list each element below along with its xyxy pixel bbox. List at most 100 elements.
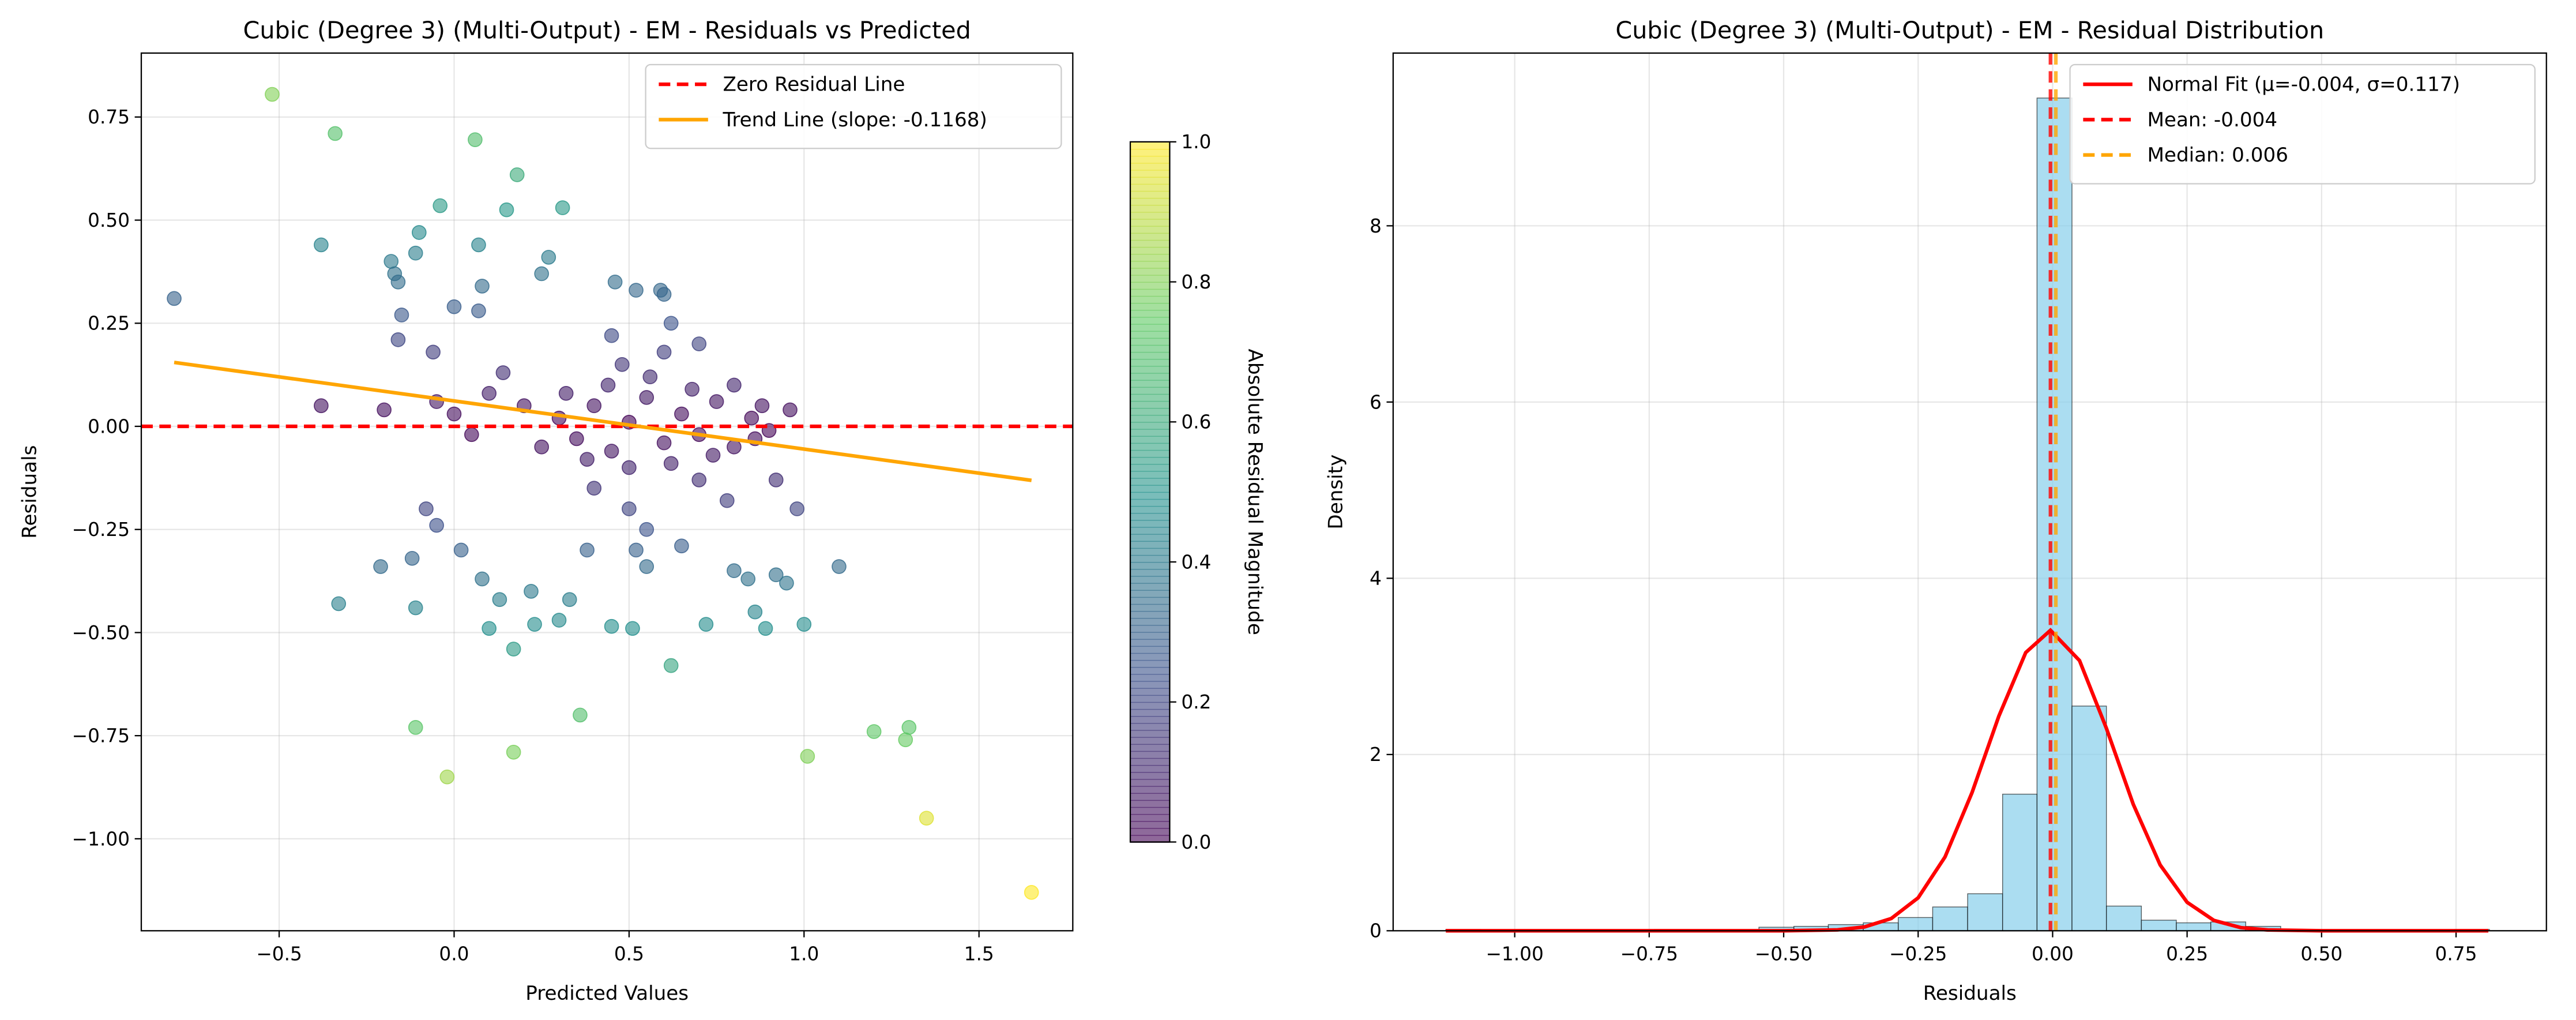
point xyxy=(642,369,658,385)
point xyxy=(482,621,497,636)
plot-area xyxy=(141,53,1073,931)
y-tick-label: −0.50 xyxy=(72,622,130,644)
colorbar-swatch xyxy=(1130,800,1170,808)
legend-label: Normal Fit (μ=-0.004, σ=0.117) xyxy=(2147,73,2460,96)
point xyxy=(629,283,644,298)
point xyxy=(419,501,434,516)
point xyxy=(789,501,804,516)
colorbar-swatch xyxy=(1130,688,1170,696)
colorbar-swatch xyxy=(1130,331,1170,339)
point xyxy=(768,567,784,583)
colorbar-swatch xyxy=(1130,317,1170,325)
point xyxy=(727,377,742,393)
colorbar-swatch xyxy=(1130,344,1170,353)
y-tick-label: 0.00 xyxy=(88,415,130,437)
point xyxy=(740,571,756,587)
point xyxy=(471,237,486,253)
y-axis-label: Residuals xyxy=(18,445,42,539)
colorbar-swatch xyxy=(1130,351,1170,360)
colorbar-swatch xyxy=(1130,478,1170,486)
x-tick-label: −0.5 xyxy=(256,943,302,965)
point xyxy=(331,596,347,612)
x-tick-label: −1.00 xyxy=(1486,943,1543,965)
colorbar-swatch xyxy=(1130,652,1170,661)
point xyxy=(768,472,784,487)
colorbar-swatch xyxy=(1130,610,1170,619)
colorbar-swatch xyxy=(1130,337,1170,346)
colorbar-swatch xyxy=(1130,764,1170,773)
point xyxy=(586,398,602,414)
point xyxy=(555,200,570,215)
colorbar-swatch xyxy=(1130,541,1170,549)
colorbar-swatch xyxy=(1130,786,1170,794)
point xyxy=(1024,885,1039,900)
point xyxy=(408,600,423,616)
point xyxy=(614,357,630,372)
x-tick-label: 0.0 xyxy=(439,943,469,965)
bar xyxy=(1898,917,1934,932)
colorbar-swatch xyxy=(1130,757,1170,766)
x-tick-label: −0.25 xyxy=(1889,943,1947,965)
point xyxy=(404,550,420,566)
line xyxy=(174,361,1032,482)
colorbar-swatch xyxy=(1130,813,1170,822)
colorbar-swatch xyxy=(1130,674,1170,682)
point xyxy=(471,303,486,318)
point xyxy=(265,87,280,102)
point xyxy=(622,501,637,516)
point xyxy=(509,167,525,182)
y-tick-label: 0.75 xyxy=(88,106,130,128)
colorbar-swatch xyxy=(1130,527,1170,535)
point xyxy=(475,571,490,587)
point xyxy=(377,402,392,418)
x-tick-label: −0.50 xyxy=(1755,943,1812,965)
colorbar-swatch xyxy=(1130,618,1170,626)
x-tick-label: −0.75 xyxy=(1620,943,1678,965)
point xyxy=(625,621,640,636)
legend-label: Mean: -0.004 xyxy=(2147,108,2277,132)
point xyxy=(727,563,742,579)
point xyxy=(779,575,794,591)
colorbar-swatch xyxy=(1130,793,1170,801)
colorbar-swatch xyxy=(1130,779,1170,787)
point xyxy=(468,132,483,147)
point xyxy=(698,617,714,632)
point xyxy=(580,452,595,467)
y-tick-label: −0.75 xyxy=(72,725,130,747)
colorbar-swatch xyxy=(1130,219,1170,227)
plot-area xyxy=(1393,53,2547,931)
x-tick-label: 0.50 xyxy=(2300,943,2342,965)
point xyxy=(394,308,409,322)
point xyxy=(314,237,329,253)
colorbar-swatch xyxy=(1130,603,1170,612)
point xyxy=(604,444,619,459)
point xyxy=(527,617,542,632)
point xyxy=(656,287,672,302)
x-tick-label: 0.75 xyxy=(2435,943,2477,965)
colorbar-swatch xyxy=(1130,597,1170,605)
point xyxy=(622,460,637,475)
y-tick-label: 2 xyxy=(1370,744,1382,766)
colorbar-frame xyxy=(1129,141,1171,843)
point xyxy=(446,406,462,422)
colorbar-swatch xyxy=(1130,576,1170,584)
colorbar-swatch xyxy=(1130,520,1170,528)
point xyxy=(901,720,917,735)
colorbar-tick-label: 0.2 xyxy=(1181,691,1211,713)
colorbar-swatch xyxy=(1130,141,1170,150)
point xyxy=(506,642,521,657)
point xyxy=(758,621,773,636)
colorbar-swatch xyxy=(1130,288,1170,297)
point xyxy=(558,385,574,401)
point xyxy=(534,266,549,282)
colorbar-swatch xyxy=(1130,590,1170,598)
point xyxy=(639,559,655,574)
colorbar-swatch xyxy=(1130,492,1170,500)
x-axis-label: Predicted Values xyxy=(525,982,689,1005)
y-tick-label: 8 xyxy=(1370,215,1382,237)
colorbar-swatch xyxy=(1130,387,1170,395)
point xyxy=(453,542,469,558)
point xyxy=(674,538,689,554)
point xyxy=(426,344,441,360)
